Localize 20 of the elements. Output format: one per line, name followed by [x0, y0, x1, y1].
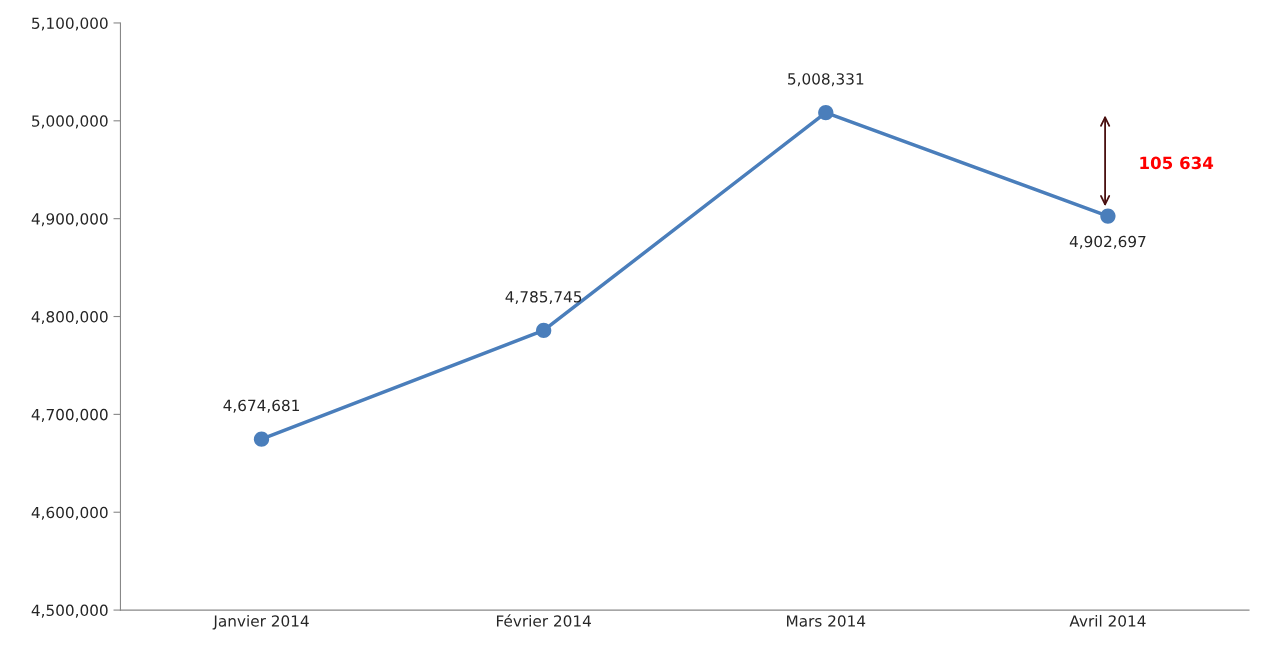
- x-tick-label: Février 2014: [496, 614, 591, 627]
- data-label: 5,008,331: [788, 73, 864, 87]
- y-tick-label: 4,900,000: [31, 213, 108, 227]
- y-tick-label: 4,800,000: [31, 310, 108, 325]
- data-label: 4,902,697: [1069, 235, 1146, 249]
- x-tick-label: Janvier 2014: [212, 614, 309, 630]
- y-tick-label: 4,500,000: [31, 604, 108, 618]
- x-tick-label: Mars 2014: [787, 615, 866, 627]
- point: [818, 105, 834, 121]
- y-tick-label: 5,000,000: [32, 115, 108, 129]
- annotation: 105 634: [1140, 156, 1214, 170]
- data-label: 4,785,745: [505, 290, 582, 305]
- x-tick-label: Avril 2014: [1069, 614, 1146, 627]
- point: [1100, 208, 1116, 224]
- y-tick-label: 4,700,000: [31, 408, 108, 422]
- y-tick-label: 5,100,000: [32, 17, 108, 31]
- y-tick-label: 4,600,000: [31, 506, 108, 520]
- point: [253, 431, 270, 447]
- point: [536, 322, 552, 339]
- data-label: 4,674,681: [223, 399, 299, 413]
